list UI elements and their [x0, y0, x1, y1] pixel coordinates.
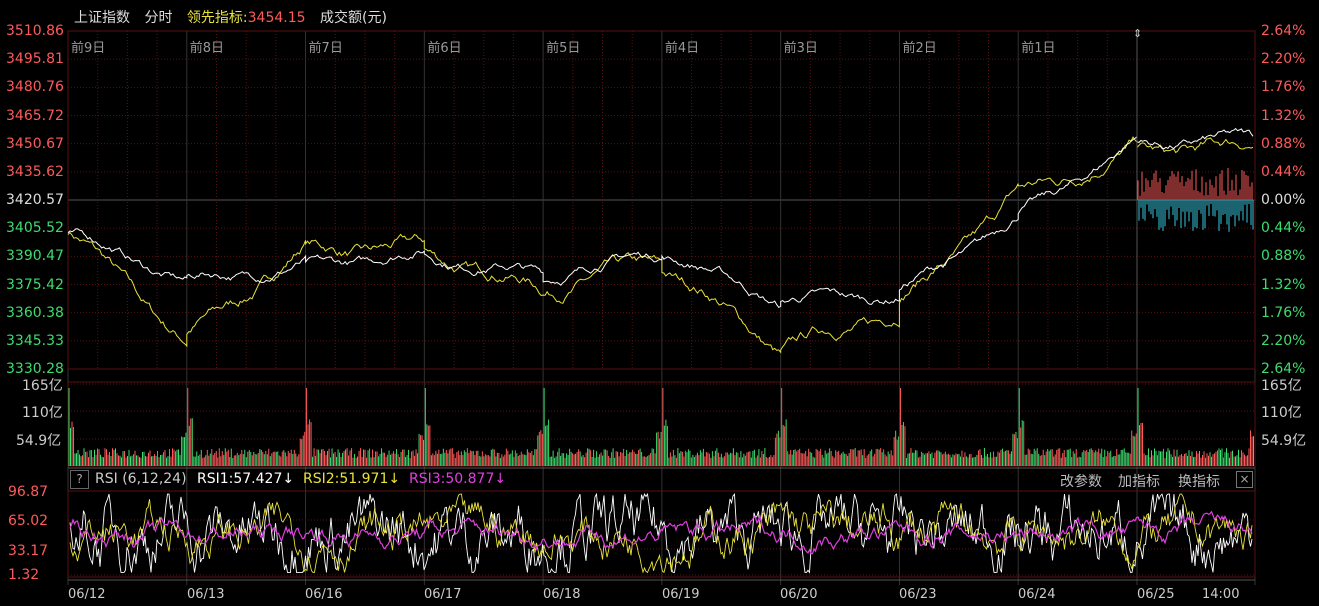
price-tick-label: 3435.62 [6, 163, 64, 180]
price-tick-label: 3390.47 [6, 248, 64, 265]
date-label: 06/17 [424, 587, 462, 602]
day-label: 前2日 [902, 41, 937, 56]
rsi2-value: RSI2:51.971↓ [303, 471, 401, 487]
percent-tick-label: 1.76% [1261, 304, 1306, 321]
date-label: 14:00 [1202, 587, 1240, 602]
percent-tick-label: 2.20% [1261, 51, 1306, 68]
date-label: 06/18 [543, 587, 581, 602]
volume-tick-label-right: 54.9亿 [1261, 433, 1307, 449]
volume-tick-label: 165亿 [22, 378, 63, 394]
percent-tick-label: 0.88% [1261, 135, 1306, 152]
price-tick-label: 3450.67 [6, 135, 64, 152]
date-label: 06/19 [662, 587, 700, 602]
date-label: 06/20 [780, 587, 818, 602]
price-tick-label: 3510.86 [6, 23, 64, 39]
rsi-tick-label: 1.32 [8, 567, 40, 583]
leading-indicator-label: 领先指标: [186, 10, 248, 26]
price-tick-label: 3375.42 [6, 276, 64, 293]
day-label: 前4日 [664, 41, 700, 56]
switch-indicator-button[interactable]: 换指标 [1178, 474, 1220, 490]
volume-tick-label-right: 165亿 [1261, 378, 1302, 394]
percent-tick-label: 2.20% [1261, 332, 1306, 349]
date-label: 06/25 [1137, 587, 1175, 602]
price-line [67, 127, 1254, 309]
percent-tick-label: 0.00% [1261, 192, 1306, 208]
volume-tick-label: 54.9亿 [16, 433, 62, 449]
percent-tick-label: 1.32% [1261, 276, 1306, 293]
price-pane-border [67, 30, 1256, 370]
day-label: 前7日 [308, 41, 343, 56]
rsi1-line [69, 492, 1253, 574]
rsi-title[interactable]: RSI (6,12,24) [95, 471, 187, 487]
scroll-marker-icon[interactable]: ⇕ [1133, 27, 1142, 40]
percent-tick-label: 2.64% [1261, 23, 1306, 39]
date-label: 06/12 [68, 587, 106, 602]
percent-tick-label: 0.88% [1261, 248, 1306, 265]
percent-tick-label: 1.32% [1261, 107, 1306, 124]
price-tick-label: 3495.81 [6, 51, 64, 68]
day-label: 前8日 [189, 41, 225, 56]
price-tick-label: 3420.57 [6, 192, 64, 208]
day-label: 前3日 [783, 41, 818, 56]
change-params-button[interactable]: 改参数 [1060, 474, 1102, 490]
rsi-tick-label: 33.17 [8, 543, 49, 559]
index-name[interactable]: 上证指数 [74, 10, 130, 26]
avg-price-line [67, 136, 1254, 354]
price-tick-label: 3330.28 [6, 361, 64, 377]
percent-tick-label: 0.44% [1261, 163, 1306, 180]
mode-label[interactable]: 分时 [144, 10, 173, 26]
volume-tick-label: 110亿 [22, 405, 63, 421]
leading-indicator-value: 3454.15 [247, 10, 306, 26]
close-indicator-button[interactable]: × [1236, 471, 1253, 488]
rsi1-value: RSI1:57.427↓ [197, 471, 295, 487]
rsi3-value: RSI3:50.877↓ [409, 471, 507, 487]
date-label: 06/24 [1018, 587, 1056, 602]
percent-tick-label: 2.64% [1261, 361, 1306, 377]
price-tick-label: 3405.52 [6, 220, 64, 237]
add-indicator-button[interactable]: 加指标 [1118, 474, 1160, 490]
day-label: 前5日 [546, 41, 581, 56]
day-label: 前9日 [71, 41, 106, 56]
rsi-tick-label: 65.02 [8, 513, 49, 529]
rsi2-line [69, 493, 1253, 574]
rsi-tick-label: 96.87 [8, 484, 49, 500]
volume-unit-label: 成交额(元) [319, 10, 387, 26]
price-tick-label: 3480.76 [6, 79, 64, 96]
rsi-help-button[interactable]: ? [70, 470, 89, 489]
day-label: 前1日 [1021, 41, 1056, 56]
percent-tick-label: 1.76% [1261, 79, 1306, 96]
date-label: 06/23 [899, 587, 937, 602]
rsi3-line [69, 510, 1253, 555]
day-label: 前6日 [427, 41, 462, 56]
price-tick-label: 3345.33 [6, 332, 64, 349]
percent-tick-label: 0.44% [1261, 220, 1306, 237]
date-label: 06/16 [305, 587, 343, 602]
volume-tick-label-right: 110亿 [1261, 405, 1302, 421]
date-label: 06/13 [187, 587, 225, 602]
price-tick-label: 3360.38 [6, 304, 64, 321]
price-tick-label: 3465.72 [6, 107, 64, 124]
rsi-pane-border [67, 490, 1256, 578]
chart-header: 上证指数 分时 领先指标:3454.15 成交额(元) [74, 7, 397, 27]
